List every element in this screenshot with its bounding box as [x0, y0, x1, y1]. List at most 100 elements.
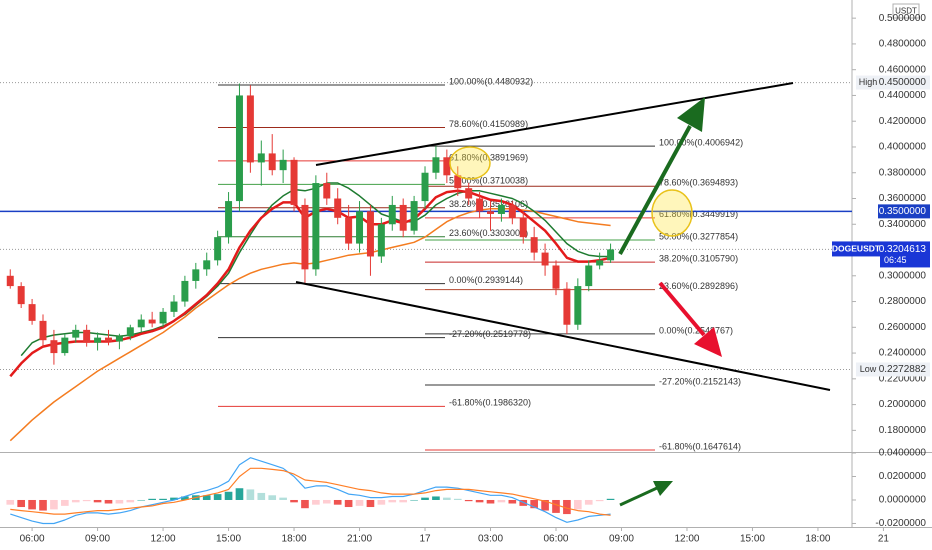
fib-level-label: 23.60%(0.2892896): [659, 281, 738, 291]
candle-body: [290, 159, 298, 205]
candle-body: [585, 265, 593, 287]
level-lines: [0, 82, 852, 370]
macd-histogram-bar: [213, 494, 222, 500]
y-tick-label: 0.5000000: [879, 13, 927, 24]
highlight-circle: [651, 189, 693, 237]
fib-level-label: 50.00%(0.3277854): [659, 231, 738, 241]
candle-body: [115, 336, 123, 342]
macd-histogram-bar: [181, 496, 189, 500]
fib-layer: 100.00%(0.4480932) 78.60%(0.4150989) 61.80…: [218, 76, 743, 451]
candle-body: [552, 265, 560, 289]
candle-body: [214, 237, 222, 261]
frame: [0, 0, 932, 528]
lower-trendline: [295, 281, 831, 391]
x-tick-label: 18:00: [805, 534, 830, 545]
low-price-label: 0.2272882: [879, 364, 927, 375]
candle-body: [148, 319, 156, 324]
candle-body: [17, 286, 25, 305]
y-tick-label: 0.3800000: [879, 167, 927, 178]
macd-histogram-bar: [497, 499, 506, 503]
macd-histogram-bar: [126, 499, 135, 503]
macd-histogram-bar: [432, 496, 440, 500]
candle-body: [246, 95, 254, 163]
down-arrow-shaft: [658, 281, 706, 337]
y-tick-label: 0.4000000: [879, 142, 927, 153]
macd-histogram-bar: [71, 499, 80, 503]
fib-level-label: 50.00%(0.3710038): [449, 176, 528, 186]
candle-body: [508, 204, 516, 218]
macd-histogram-bar: [508, 499, 517, 504]
macd-histogram-bar: [148, 498, 156, 500]
macd-histogram-bar: [28, 499, 36, 510]
candle-body: [410, 201, 418, 231]
macd-histogram-bar: [224, 491, 233, 500]
candle-body: [257, 153, 265, 163]
candle-body: [432, 157, 440, 173]
low-badge: [856, 362, 880, 377]
candle-body: [301, 204, 309, 270]
macd-histogram-bar: [50, 499, 58, 510]
candle-body: [596, 260, 604, 266]
x-tick-label: 06:00: [543, 534, 568, 545]
macd-histogram-bar: [93, 499, 102, 503]
level-price-label: 0.3500000: [879, 206, 927, 217]
candle-body: [83, 329, 91, 343]
macd-histogram-bar: [246, 489, 255, 500]
candles: [6, 83, 615, 365]
high-badge-label: High: [859, 77, 878, 87]
x-tick-label: 12:00: [674, 534, 699, 545]
low-badge-label: Low: [860, 364, 877, 374]
candle-body: [72, 329, 80, 338]
fib-level-label: -27.20%(0.2152143): [659, 376, 741, 386]
candle-body: [28, 304, 36, 321]
macd-histogram-bar: [464, 499, 473, 502]
macd-line: [10, 457, 611, 525]
macd-histogram-bar: [170, 497, 178, 500]
high-badge: [856, 75, 880, 90]
macd-histogram-bar: [290, 499, 298, 503]
candle-body: [50, 340, 58, 354]
macd-histogram-bar: [530, 499, 538, 509]
macd-histogram-bar: [61, 499, 69, 506]
candle-body: [334, 198, 342, 218]
fib-level-label: 78.60%(0.3694893): [659, 178, 738, 188]
y-tick-label: 0.2800000: [879, 296, 927, 307]
y-tick-label: 0.3400000: [879, 219, 927, 230]
y-tick-label: 0.2400000: [879, 348, 927, 359]
candle-body: [61, 337, 69, 354]
fib-level-label: -61.80%(0.1647614): [659, 441, 741, 451]
candle-body: [104, 337, 112, 342]
candle-body: [94, 337, 102, 343]
x-tick-label: 18:00: [282, 534, 307, 545]
macd-histogram-bar: [279, 497, 287, 500]
macd-histogram-bar: [235, 488, 244, 500]
low-price-badge: [880, 362, 930, 377]
macd-histogram-bar: [115, 499, 124, 504]
candle-body: [159, 311, 167, 324]
up-arrow-shaft: [618, 125, 692, 255]
macd-histogram-bar: [574, 499, 582, 510]
down-arrow-head: [694, 327, 722, 357]
macd-histogram-bar: [17, 499, 25, 508]
y-tick-label: 0.1800000: [879, 425, 927, 436]
x-tick-label: 17: [419, 534, 431, 545]
symbol-badge: [832, 241, 880, 257]
y-tick-label: 0.4200000: [879, 116, 927, 127]
macd-pane: [6, 457, 615, 525]
candle-body: [137, 319, 145, 328]
candle-body: [607, 249, 615, 261]
candle-body: [345, 217, 353, 244]
macd-histogram-bar: [410, 499, 418, 501]
last-price-label: 0.3204613: [879, 244, 927, 255]
macd-histogram-bar: [322, 499, 331, 504]
macd-histogram-bar: [268, 495, 277, 500]
last-price-badge: [880, 241, 930, 268]
candle-body: [476, 198, 484, 212]
x-tick-label: 09:00: [609, 534, 634, 545]
candle-body: [366, 211, 374, 257]
axes: USDT 0.5000000 0.4800000 0.4600000 0.440000…: [20, 3, 927, 545]
macd-histogram-bar: [595, 499, 604, 502]
macd-histogram-bar: [486, 499, 495, 504]
